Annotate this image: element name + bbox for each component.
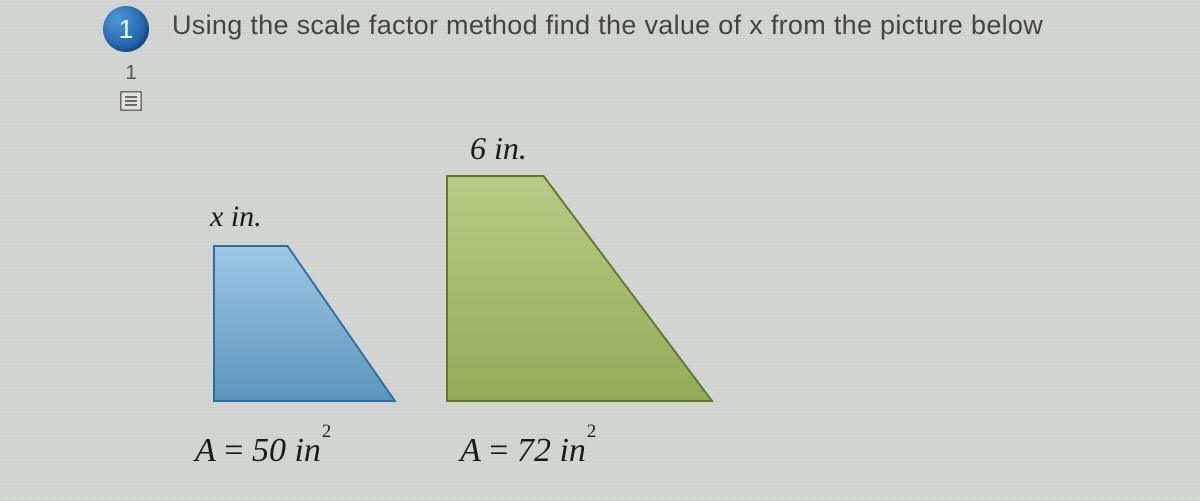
figure-canvas <box>0 0 1200 501</box>
large-trapezoid-shade <box>448 177 710 400</box>
small-fig-area-label: A = 50 in2 <box>195 432 330 470</box>
small-fig-top-label: x in. <box>210 200 262 234</box>
large-fig-top-label: 6 in. <box>470 130 527 167</box>
large-fig-area-label: A = 72 in2 <box>460 432 595 470</box>
